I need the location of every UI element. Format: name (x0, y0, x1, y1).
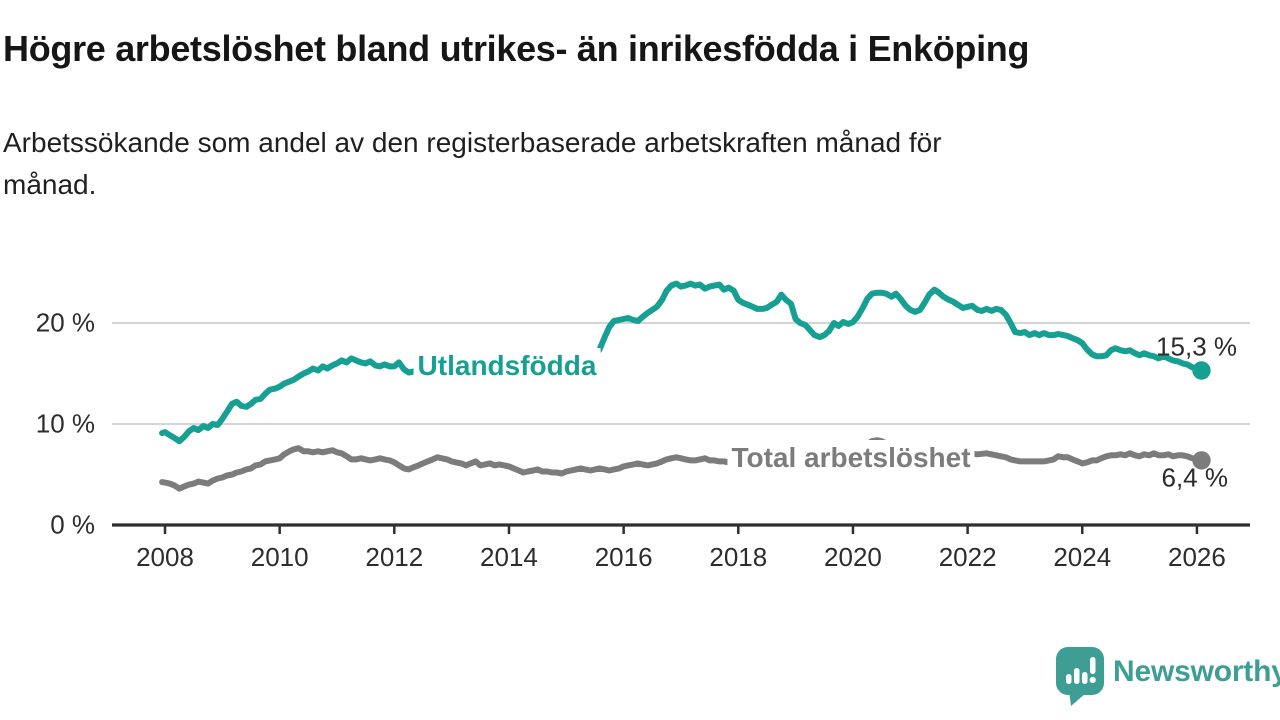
logo-exclamation-dot (1089, 676, 1096, 684)
end-value-label-total-arbetsloshet: 6,4 % (1161, 462, 1229, 493)
x-tick-label-2018: 2018 (709, 542, 768, 572)
series-label-total-arbetsloshet: Total arbetslöshet (727, 440, 975, 476)
logo-exclamation-bar (1090, 657, 1096, 674)
y-tick-label-20: 20 % (35, 307, 95, 338)
x-tick-label-2010: 2010 (250, 542, 309, 572)
logo-bar-3 (1082, 672, 1088, 684)
newsworthy-logo-text: Newsworthy (1113, 655, 1280, 688)
newsworthy-logo-icon (1056, 647, 1104, 706)
x-tick-label-2022: 2022 (938, 542, 997, 572)
series-endpoint-utlandsfodda (1192, 361, 1211, 380)
x-tick-label-2016: 2016 (594, 542, 653, 572)
logo-bar-2 (1074, 668, 1080, 684)
y-tick-label-0: 0 % (50, 509, 95, 540)
x-tick-label-2008: 2008 (136, 542, 194, 572)
series-line-total-arbetsloshet (159, 437, 1205, 492)
series-endpoint-total-arbetsloshet (1192, 451, 1211, 470)
x-tick-label-2012: 2012 (365, 542, 424, 572)
x-tick-label-2014: 2014 (480, 542, 538, 572)
newsworthy-logo: Newsworthy (1056, 647, 1280, 707)
x-tick-label-2024: 2024 (1053, 542, 1112, 572)
end-value-label-utlandsfodda: 15,3 % (1156, 331, 1237, 362)
series-label-utlandsfodda: Utlandsfödda (413, 348, 601, 384)
chart-title: Högre arbetslöshet bland utrikes- än inr… (3, 28, 1030, 69)
chart-subtitle: Arbetssökande som andel av den registerb… (3, 127, 942, 200)
y-tick-label-10: 10 % (35, 408, 95, 439)
x-tick-label-2020: 2020 (824, 542, 882, 572)
series-line-utlandsfodda (159, 280, 1205, 445)
x-tick-label-2026: 2026 (1168, 542, 1226, 572)
logo-bar-1 (1066, 674, 1072, 684)
